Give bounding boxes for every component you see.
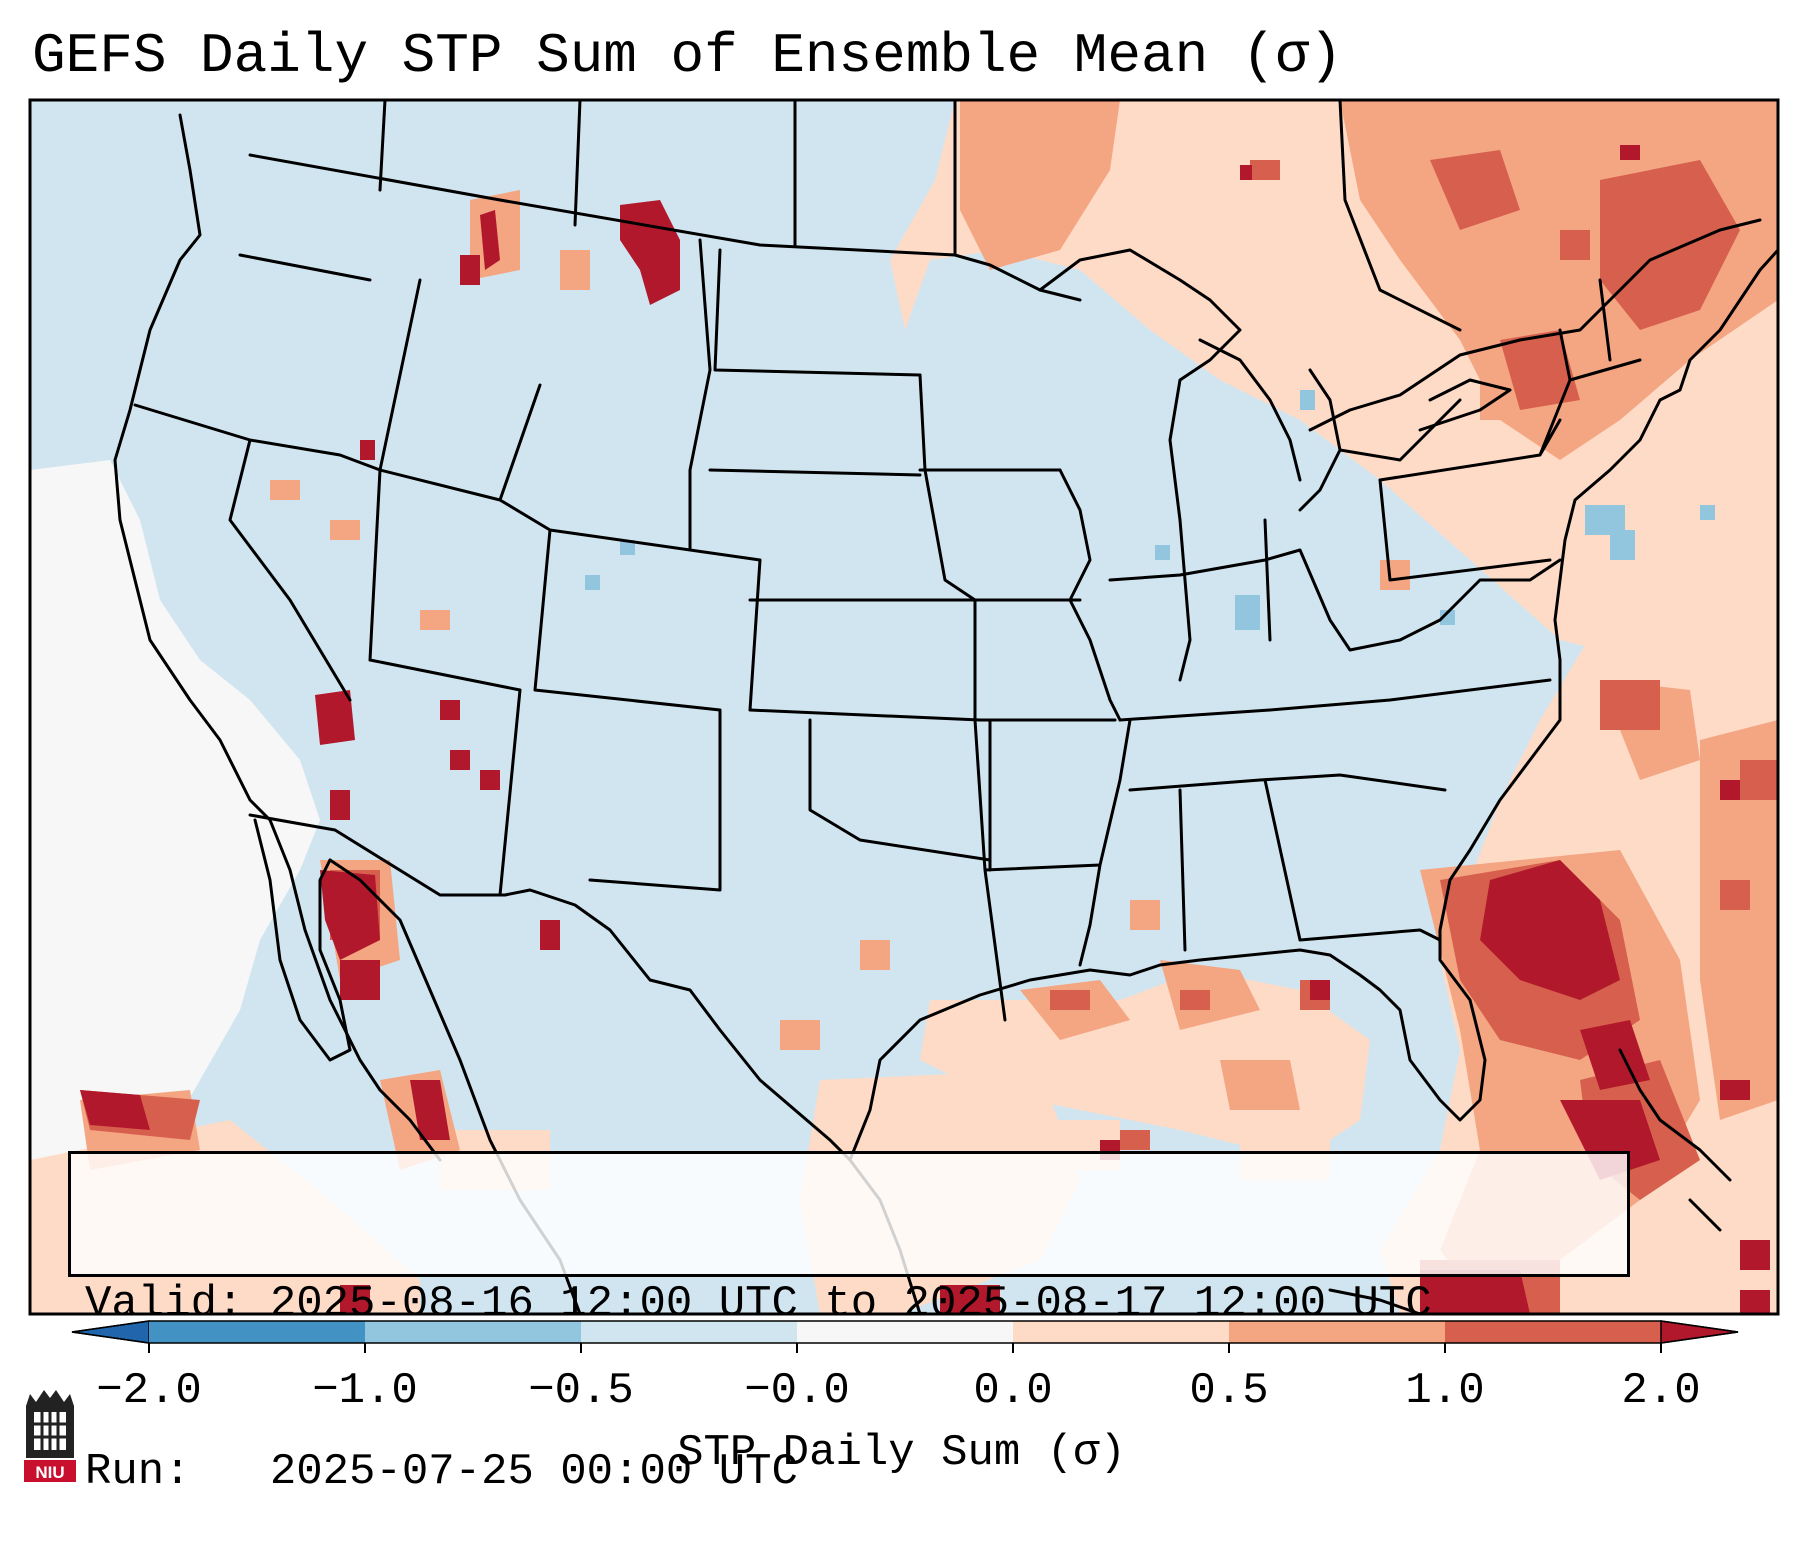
colorbar-over-arrow — [1660, 1320, 1739, 1344]
colorbar — [71, 1320, 1739, 1353]
atlantic-coastline — [1553, 248, 1778, 622]
great-lakes — [1038, 248, 1512, 522]
canada-provinces — [378, 100, 1462, 332]
us-canada-border-east — [1308, 218, 1762, 432]
gulf-coastline — [848, 618, 1562, 1162]
colorbar-bin — [797, 1321, 1014, 1343]
florida-keys-and-islands — [1328, 1048, 1732, 1314]
colorbar-label: STP Daily Sum (σ) — [677, 1428, 1126, 1478]
colorbar-tick-label: 0.0 — [973, 1366, 1053, 1416]
us-mexico-border — [248, 813, 852, 1162]
state-lines-east — [1108, 278, 1642, 952]
near-zero-region — [30, 460, 320, 1200]
colorbar-tick-label: 0.5 — [1189, 1366, 1269, 1416]
map-frame — [28, 98, 1780, 1316]
boundaries — [113, 100, 1778, 1314]
state-lines-central — [918, 373, 1132, 1022]
map-figure — [28, 98, 1780, 1353]
state-lines-west — [133, 238, 992, 897]
colorbar-bin — [1229, 1321, 1446, 1343]
colorbar-tick-label: −2.0 — [96, 1366, 202, 1416]
map-panel — [30, 100, 1778, 1314]
negative-anomaly-regions — [585, 390, 1715, 630]
colorbar-tick-label: −1.0 — [312, 1366, 418, 1416]
colorbar-tick-label: −0.5 — [528, 1366, 634, 1416]
svg-text:NIU: NIU — [35, 1463, 64, 1482]
run-time-text: Run: 2025-07-25 00:00 UTC — [85, 1447, 798, 1497]
colorbar-tick-label: 1.0 — [1405, 1366, 1485, 1416]
colorbar-bin — [581, 1321, 798, 1343]
colorbar-bin — [149, 1321, 366, 1343]
very-strong-positive-regions — [80, 145, 1770, 1314]
colorbar-bin — [365, 1321, 582, 1343]
niu-logo-icon: NIU — [24, 1390, 76, 1482]
colorbar-bin — [1445, 1321, 1662, 1343]
chart-title: GEFS Daily STP Sum of Ensemble Mean (σ) — [32, 24, 1343, 88]
pacific-coastline — [113, 113, 442, 1162]
baja-coastline — [253, 818, 352, 1062]
valid-time-text: Valid: 2025-08-16 12:00 UTC to 2025-08-1… — [85, 1279, 1432, 1329]
valid-run-info-box: Valid: 2025-08-16 12:00 UTC to 2025-08-1… — [68, 1151, 1630, 1497]
colorbar-bin — [1013, 1321, 1230, 1343]
colorbar-tick-label: −0.0 — [744, 1366, 850, 1416]
colorbar-tick-label: 2.0 — [1621, 1366, 1701, 1416]
